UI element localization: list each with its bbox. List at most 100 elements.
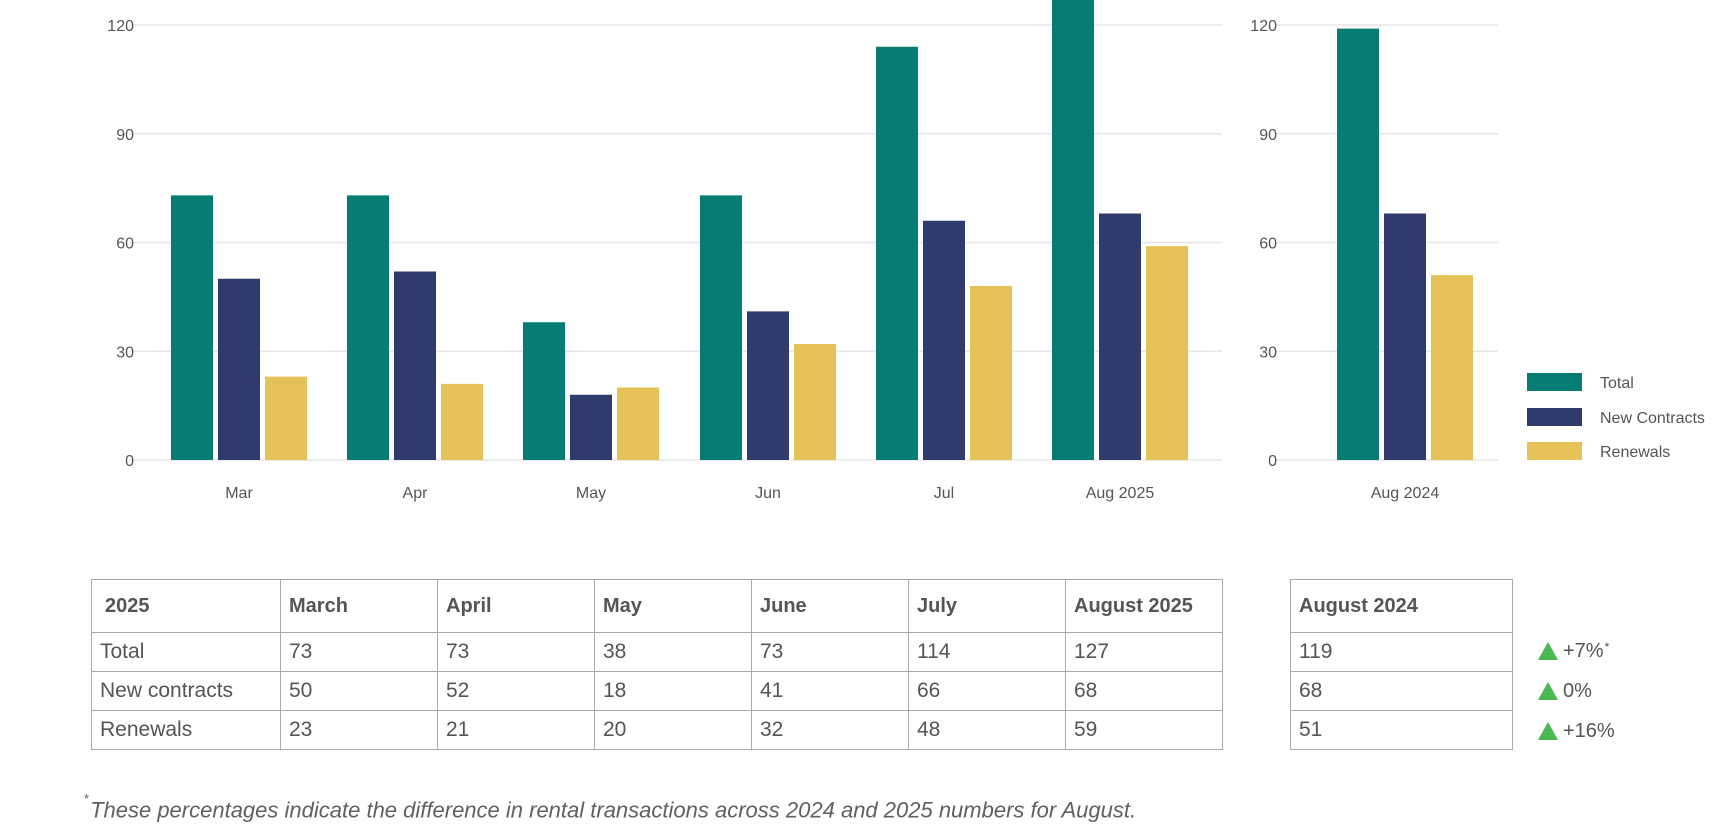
footnote-mark: * — [1604, 640, 1610, 654]
header-cell: July — [908, 579, 1066, 633]
table-cell: 68 — [1065, 671, 1223, 711]
footnote-text: These percentages indicate the differenc… — [90, 797, 1137, 823]
table-cell: 119 — [1290, 632, 1513, 672]
change-value: 0% — [1563, 679, 1592, 702]
table-cell: 66 — [908, 671, 1066, 711]
bar — [218, 278, 260, 460]
table-cell: 38 — [594, 632, 752, 672]
bar — [1052, 0, 1094, 460]
change-total: +7% * — [1538, 631, 1688, 671]
change-renewals: +16% — [1538, 711, 1688, 751]
legend-label: New Contracts — [1600, 410, 1705, 427]
x-tick-label: Jul — [934, 485, 954, 502]
legend-label: Total — [1600, 375, 1634, 392]
legend-label: Renewals — [1600, 444, 1670, 461]
header-cell: May — [594, 579, 752, 633]
bar — [1431, 275, 1473, 460]
bar — [441, 383, 483, 460]
bar — [1146, 246, 1188, 460]
change-new-contracts: 0% — [1538, 671, 1688, 711]
bar — [347, 195, 389, 460]
row-label: Total — [91, 632, 281, 672]
footnote: *These percentages indicate the differen… — [84, 791, 1137, 823]
table-row: New contracts 50 52 18 41 66 68 — [91, 671, 1223, 711]
header-cell: April — [437, 579, 595, 633]
x-tick-label: May — [576, 485, 606, 502]
table-cell: 41 — [751, 671, 909, 711]
legend-swatch — [1527, 373, 1582, 391]
bar — [970, 286, 1012, 460]
table-cell: 59 — [1065, 710, 1223, 750]
footnote-mark: * — [84, 791, 90, 806]
bar — [265, 376, 307, 460]
bar — [523, 322, 565, 460]
bar — [617, 387, 659, 460]
table-cell: 21 — [437, 710, 595, 750]
table-cell: 48 — [908, 710, 1066, 750]
table-cell: 114 — [908, 632, 1066, 672]
table-cell: 51 — [1290, 710, 1513, 750]
bar — [1337, 28, 1379, 460]
bar — [923, 220, 965, 460]
y-tick-label: 0 — [125, 453, 134, 470]
row-label: New contracts — [91, 671, 281, 711]
table-row: 51 — [1290, 710, 1513, 750]
y-tick-label: 120 — [107, 18, 134, 35]
up-arrow-icon — [1538, 682, 1558, 700]
x-tick-label: Jun — [755, 485, 781, 502]
table-cell: 23 — [280, 710, 438, 750]
table-cell: 127 — [1065, 632, 1223, 672]
table-row: Total 73 73 38 73 114 127 — [91, 632, 1223, 672]
data-table-2025: 2025 March April May June July August 20… — [91, 579, 1223, 750]
x-tick-label: Apr — [403, 485, 429, 502]
table-header-row: 2025 March April May June July August 20… — [91, 579, 1223, 633]
y-tick-label: 60 — [1259, 236, 1277, 253]
header-cell: March — [280, 579, 438, 633]
bar — [1384, 213, 1426, 460]
bar — [394, 271, 436, 460]
y-tick-label: 60 — [116, 236, 134, 253]
table-row: Renewals 23 21 20 32 48 59 — [91, 710, 1223, 750]
y-tick-label: 90 — [1259, 127, 1277, 144]
table-row: 68 — [1290, 671, 1513, 711]
row-label: Renewals — [91, 710, 281, 750]
y-tick-label: 30 — [116, 344, 134, 361]
table-row: 119 — [1290, 632, 1513, 672]
header-cell: June — [751, 579, 909, 633]
header-cell: 2025 — [91, 579, 281, 633]
table-cell: 52 — [437, 671, 595, 711]
bar — [1099, 213, 1141, 460]
table-cell: 32 — [751, 710, 909, 750]
legend-swatch — [1527, 442, 1582, 460]
table-cell: 20 — [594, 710, 752, 750]
bar — [700, 195, 742, 460]
table-cell: 73 — [437, 632, 595, 672]
legend-swatch — [1527, 408, 1582, 426]
bar-charts: 0 30 60 90 120 Mar Apr May Jun Jul Aug 2025 0 30 60 90… — [107, 0, 1705, 502]
header-cell: August 2025 — [1065, 579, 1223, 633]
table-cell: 73 — [280, 632, 438, 672]
y-tick-label: 90 — [116, 127, 134, 144]
table-cell: 18 — [594, 671, 752, 711]
y-tick-label: 0 — [1268, 453, 1277, 470]
bar — [570, 394, 612, 460]
y-tick-label: 120 — [1250, 18, 1277, 35]
y-tick-label: 30 — [1259, 344, 1277, 361]
change-value: +16% — [1563, 719, 1615, 742]
header-cell: August 2024 — [1290, 579, 1513, 633]
x-tick-label: Aug 2024 — [1371, 485, 1440, 502]
bar — [171, 195, 213, 460]
table-header-row: August 2024 — [1290, 579, 1513, 633]
data-table-aug-2024: August 2024 119 68 51 — [1290, 579, 1513, 750]
up-arrow-icon — [1538, 642, 1558, 660]
up-arrow-icon — [1538, 722, 1558, 740]
table-cell: 73 — [751, 632, 909, 672]
change-value: +7% — [1563, 639, 1604, 662]
table-cell: 50 — [280, 671, 438, 711]
yoy-change-column: +7% * 0% +16% — [1538, 631, 1688, 751]
x-tick-label: Mar — [225, 485, 253, 502]
x-tick-label: Aug 2025 — [1086, 485, 1155, 502]
bar — [876, 46, 918, 460]
bar — [794, 344, 836, 460]
table-cell: 68 — [1290, 671, 1513, 711]
